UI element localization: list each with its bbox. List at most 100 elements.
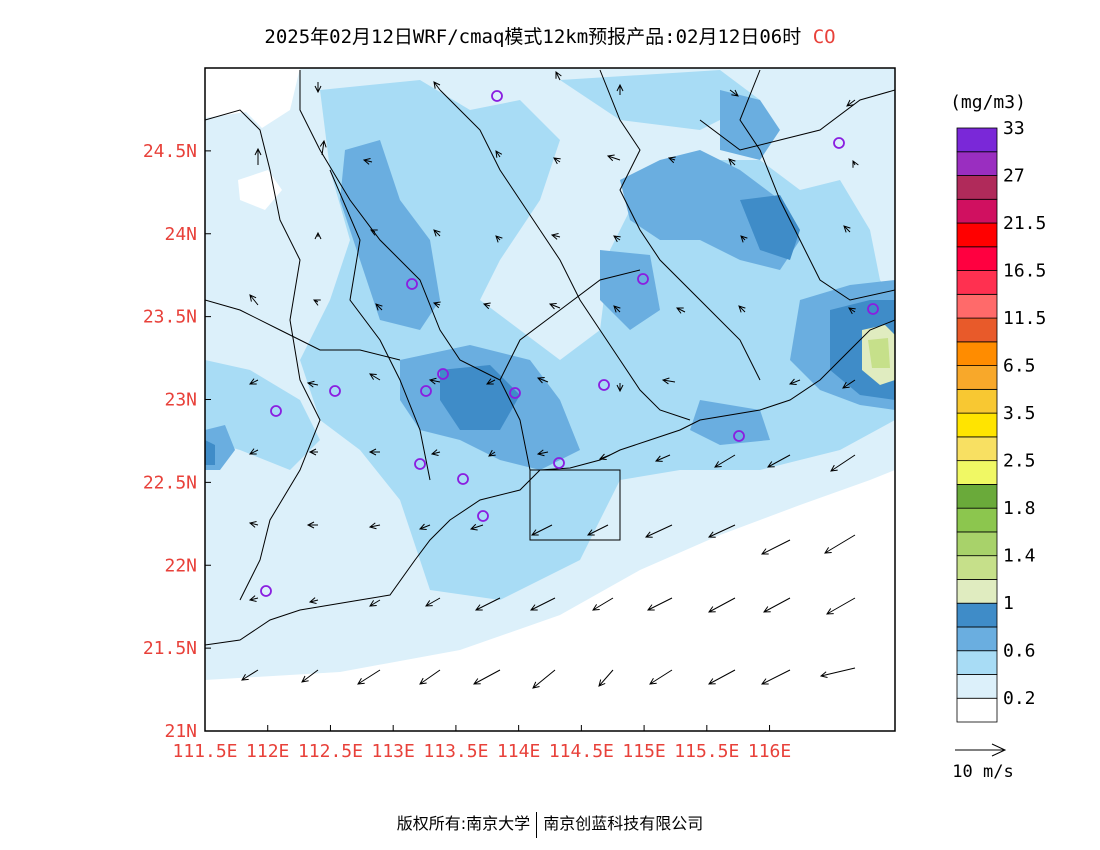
lon-tick-label: 116E	[748, 741, 791, 762]
colorbar-segment	[956, 697, 998, 723]
colorbar-segment	[956, 175, 998, 200]
colorbar-segment	[956, 460, 998, 485]
wind-arrow	[767, 454, 791, 468]
wind-arrow	[613, 305, 621, 313]
lat-tick-label: 21.5N	[143, 638, 197, 659]
lon-tick-label: 115E	[622, 741, 665, 762]
wind-arrow	[369, 373, 381, 381]
wind-arrow	[729, 89, 739, 97]
footer-left: 版权所有:南京大学	[396, 814, 531, 833]
wind-vectors	[241, 71, 859, 689]
lon-tick-label: 112.5E	[298, 741, 363, 762]
footer-separator	[536, 811, 538, 838]
wind-arrow	[249, 378, 259, 385]
wind-arrow	[587, 524, 609, 536]
wind-arrow	[606, 154, 621, 162]
wind-arrow	[598, 669, 614, 687]
colorbar-label: 1.4	[1003, 546, 1036, 567]
station-marker	[329, 385, 341, 397]
colorbar-segment	[956, 507, 998, 533]
colorbar-segment	[956, 246, 998, 271]
wind-arrow	[313, 299, 321, 306]
lon-tick-label: 112E	[246, 741, 289, 762]
wind-arrow	[548, 302, 561, 310]
wind-arrow	[241, 669, 259, 681]
wind-arrow	[430, 449, 441, 456]
wind-arrow	[824, 534, 856, 554]
station-marker	[270, 405, 282, 417]
wind-arrow	[661, 377, 676, 385]
colorbar-segment	[956, 531, 998, 557]
wind-arrow	[707, 524, 736, 538]
colorbar-labels: 0.2 0.6 1 1.4 1.8 2.5 3.5 6.5 11.5 16.5 21.5 27 33	[1003, 118, 1046, 709]
wind-arrow	[475, 597, 501, 611]
wind-arrow	[433, 81, 441, 91]
wind-arrow	[473, 669, 501, 685]
colorbar-label: 0.2	[1003, 688, 1036, 709]
wind-arrow	[248, 521, 259, 528]
colorbar-segment	[956, 270, 998, 295]
wind-arrow	[314, 231, 322, 240]
station-marker	[260, 585, 272, 597]
wind-arrow	[826, 597, 856, 615]
colorbar-segment	[956, 436, 998, 462]
wind-arrow	[495, 235, 503, 243]
wind-arrow	[667, 156, 676, 164]
wind-arrow	[843, 225, 851, 233]
lat-tick-label: 21N	[164, 721, 197, 742]
colorbar-segment	[956, 151, 998, 176]
lat-tick-label: 24.5N	[143, 141, 197, 162]
wind-arrow	[419, 669, 441, 685]
wind-arrow	[428, 377, 441, 385]
longitude-axis: 111.5E 112E 112.5E 113E 113.5E 114E 114.5E 115E…	[172, 725, 791, 762]
wind-legend-arrow	[955, 743, 1007, 757]
station-marker	[553, 457, 565, 469]
wind-arrow	[740, 235, 748, 243]
station-marker	[420, 385, 432, 397]
wind-arrow	[761, 669, 791, 685]
wind-arrow	[418, 523, 431, 531]
wind-arrow	[433, 229, 441, 237]
colorbar-segment	[956, 341, 998, 366]
wind-arrow	[375, 303, 383, 311]
lat-tick-label: 22.5N	[143, 472, 197, 493]
lat-tick-label: 24N	[164, 224, 197, 245]
colorbar-segment	[956, 127, 998, 153]
colorbar-label: 0.6	[1003, 641, 1036, 662]
lon-tick-label: 115.5E	[674, 741, 739, 762]
wind-arrow	[654, 454, 671, 462]
footer: 版权所有:南京大学 南京创蓝科技有限公司	[0, 810, 1100, 838]
footer-right: 南京创蓝科技有限公司	[543, 814, 704, 833]
wind-arrow	[488, 449, 496, 457]
wind-arrow	[532, 669, 556, 689]
wind-arrow	[846, 99, 856, 107]
wind-arrow	[482, 302, 491, 310]
wind-arrow	[319, 139, 327, 156]
province-boundaries	[205, 69, 895, 646]
colorbar-segment	[956, 222, 998, 248]
wind-arrow	[530, 597, 556, 611]
colorbar-segment	[956, 555, 998, 580]
station-marker	[637, 273, 649, 285]
wind-arrow	[738, 305, 746, 313]
colorbar-label: 11.5	[1003, 308, 1046, 329]
station-marker	[598, 379, 610, 391]
wind-arrow	[536, 449, 549, 457]
colorbar-segment	[956, 602, 998, 628]
colorbar-segment	[956, 388, 998, 414]
colorbar-label: 1	[1003, 593, 1014, 614]
wind-arrow	[553, 157, 561, 165]
lon-tick-label: 111.5E	[172, 741, 237, 762]
station-marker	[477, 510, 489, 522]
wind-arrow	[536, 376, 549, 384]
station-marker	[509, 387, 521, 399]
wind-arrow	[306, 380, 319, 388]
station-marker	[437, 368, 449, 380]
colorbar-segment	[956, 198, 998, 224]
colorbar-segment	[956, 579, 998, 604]
wind-arrow	[644, 524, 673, 538]
title-species: CO	[812, 26, 836, 48]
lon-tick-label: 114.5E	[549, 741, 614, 762]
lon-tick-label: 114E	[497, 741, 540, 762]
